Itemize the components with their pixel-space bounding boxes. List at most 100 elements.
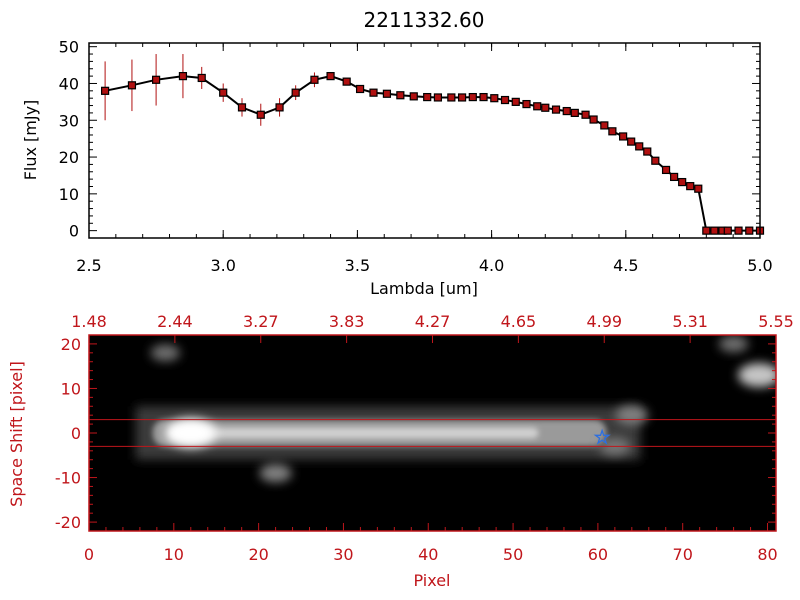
image-ylabel: Space Shift [pixel]: [7, 361, 26, 507]
x-tick-label: 80: [757, 545, 777, 564]
data-point: [710, 226, 719, 235]
image-xlabel: Pixel: [413, 571, 450, 590]
data-point: [694, 184, 703, 193]
emission-blob: [259, 463, 292, 483]
y-tick-label: 20: [59, 148, 79, 167]
top-tick-label: 2.44: [157, 312, 193, 331]
data-point: [745, 226, 754, 235]
data-point: [734, 226, 743, 235]
data-point: [127, 81, 137, 90]
x-tick-label: 5.0: [747, 256, 772, 275]
data-point: [635, 142, 644, 151]
data-point: [219, 88, 228, 97]
data-point: [570, 108, 579, 118]
y-tick-label: 40: [59, 74, 79, 93]
y-tick-label: 0: [69, 222, 79, 241]
source-star-marker: [593, 428, 611, 445]
top-tick-label: 5.55: [758, 312, 794, 331]
spectrum-plot: 2.5 3.0 3.5 4.0 4.5 5.0 0 10 20 30 40 50: [59, 38, 773, 275]
data-point: [608, 127, 617, 136]
data-point: [522, 99, 531, 109]
data-point: [382, 89, 392, 98]
y-tick-label: 10: [61, 379, 81, 398]
data-point: [310, 75, 319, 84]
data-point: [686, 182, 695, 191]
x-tick-label: 3.0: [210, 256, 235, 275]
data-point: [396, 91, 405, 100]
x-tick-label: 30: [333, 545, 353, 564]
data-point: [423, 92, 432, 102]
x-tick-label: 50: [503, 545, 523, 564]
data-point: [479, 92, 488, 102]
trace-core: [169, 427, 539, 439]
x-tick-label: 3.5: [345, 256, 370, 275]
data-point: [581, 110, 590, 119]
emission-blob: [615, 405, 648, 425]
y-tick-label: 10: [59, 185, 79, 204]
data-point: [589, 115, 598, 124]
emission-blob: [718, 335, 749, 353]
data-point: [355, 84, 365, 94]
spectrum-frame: [88, 42, 761, 239]
data-point: [457, 93, 467, 102]
x-tick-label: 4.5: [613, 256, 638, 275]
data-point: [661, 165, 671, 175]
top-tick-label: 4.99: [586, 312, 622, 331]
data-point: [723, 226, 732, 235]
data-point: [101, 86, 110, 95]
data-point: [670, 172, 679, 182]
series-line: [104, 75, 760, 232]
image-content: [135, 335, 776, 483]
top-tick-label: 4.27: [415, 312, 451, 331]
data-point: [291, 88, 300, 97]
x-tick-label: 70: [673, 545, 693, 564]
chart-title: 2211332.60: [364, 8, 485, 32]
data-point: [562, 106, 571, 116]
y-tick-label: 0: [71, 424, 81, 443]
data-point: [256, 110, 265, 119]
data-point: [178, 72, 188, 81]
top-tick-label: 5.31: [672, 312, 708, 331]
data-point: [500, 95, 510, 105]
data-point: [275, 103, 284, 112]
spectral-image: 0 10 20 30 40 50 60 70 80 1.48 2.44 3.27 3.83 4.27 4.6…: [55, 312, 794, 564]
x-tick-label: 60: [588, 545, 608, 564]
x-tick-label: 4.0: [479, 256, 504, 275]
x-tick-label: 2.5: [76, 256, 101, 275]
x-tick-label: 40: [418, 545, 438, 564]
data-point: [702, 226, 711, 235]
data-point: [643, 147, 652, 156]
spectrum-ylabel: Flux [mJy]: [21, 100, 40, 181]
top-tick-label: 4.65: [501, 312, 537, 331]
emission-blob: [738, 363, 776, 388]
data-point: [237, 103, 247, 112]
top-tick-label: 1.48: [71, 312, 107, 331]
data-point: [541, 103, 550, 112]
top-tick-label: 3.83: [329, 312, 365, 331]
data-point: [678, 177, 687, 187]
emission-blob: [150, 344, 181, 362]
data-point: [342, 77, 351, 86]
y-tick-label: 50: [59, 38, 79, 57]
top-tick-label: 3.27: [243, 312, 279, 331]
data-point: [533, 102, 542, 111]
emission-blob: [165, 418, 216, 448]
y-tick-label: -10: [55, 469, 81, 488]
data-point: [197, 73, 206, 83]
y-tick-label: -20: [55, 513, 81, 532]
data-point: [600, 121, 609, 130]
data-point: [152, 75, 161, 84]
x-tick-label: 0: [84, 545, 94, 564]
y-tick-label: 20: [61, 335, 81, 354]
data-point: [447, 93, 456, 102]
image-frame: [88, 334, 777, 532]
y-tick-label: 30: [59, 111, 79, 130]
data-point: [627, 137, 636, 146]
x-tick-label: 10: [164, 545, 184, 564]
spectrum-xlabel: Lambda [um]: [370, 279, 478, 298]
data-point: [511, 97, 520, 106]
data-point: [619, 132, 628, 141]
x-tick-label: 20: [248, 545, 268, 564]
data-point: [651, 156, 660, 165]
